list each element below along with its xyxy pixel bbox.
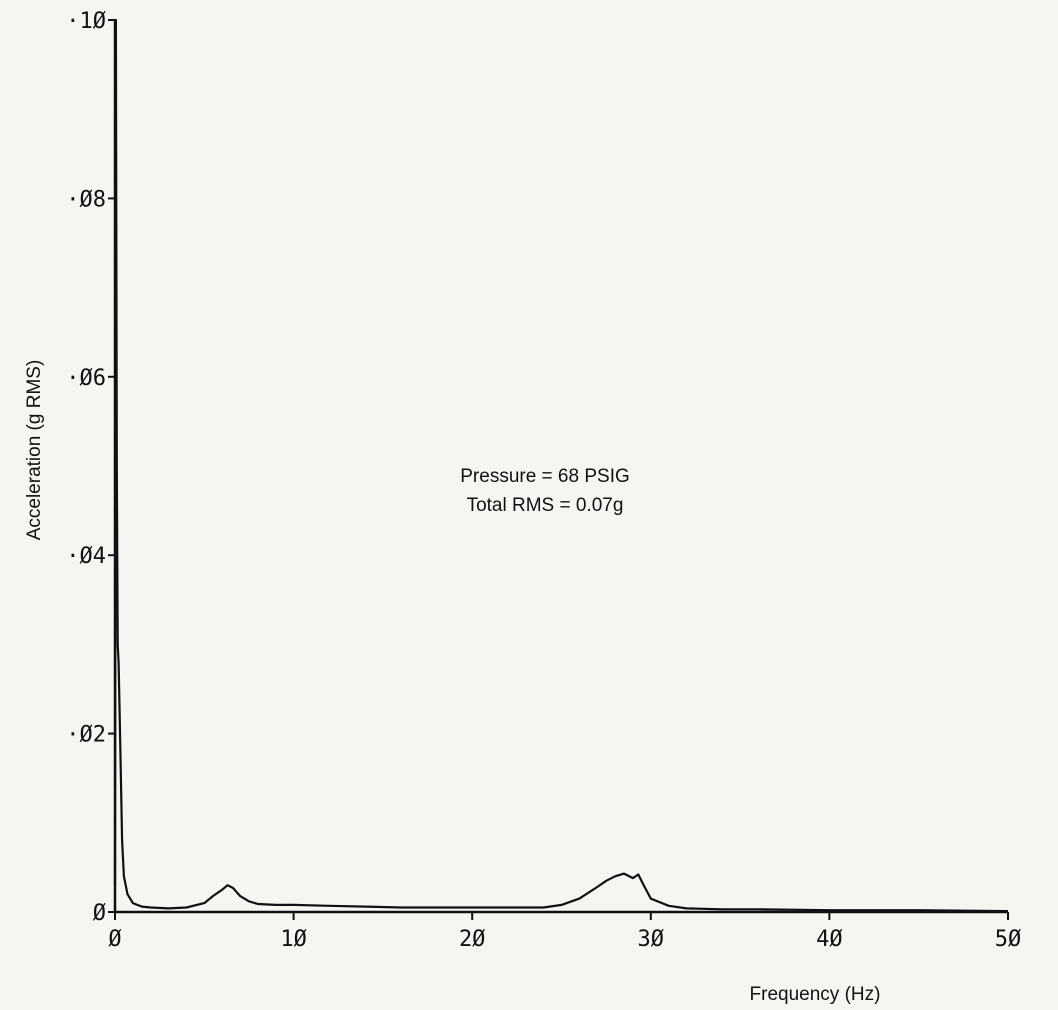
x-tick-label: 1Ø (280, 927, 307, 952)
y-tick-label: Ø (93, 901, 106, 926)
x-tick-label: 5Ø (995, 927, 1022, 952)
y-ticks: Ø ·Ø2 ·Ø4 ·Ø6 ·Ø8 ·1Ø (66, 9, 115, 926)
annotation-pressure: Pressure = 68 PSIG (460, 466, 630, 487)
x-tick-label: 4Ø (816, 927, 843, 952)
x-ticks: Ø 1Ø 2Ø 3Ø 4Ø 5Ø (108, 912, 1021, 952)
y-axis-title: Acceleration (g RMS) (24, 360, 45, 541)
x-tick-label: 2Ø (459, 927, 486, 952)
y-tick-label: ·Ø4 (66, 544, 106, 569)
y-tick-label: ·Ø2 (66, 723, 106, 748)
annotation-total-rms: Total RMS = 0.07g (467, 495, 624, 516)
x-axis-title: Frequency (Hz) (750, 984, 881, 1005)
spectrum-series-line (113, 18, 1009, 913)
series-layer (113, 18, 1009, 913)
y-tick-label: ·1Ø (66, 9, 106, 34)
y-tick-label: ·Ø8 (66, 187, 106, 212)
y-tick-label: ·Ø6 (66, 366, 106, 391)
x-tick-label: Ø (108, 927, 121, 952)
x-tick-label: 3Ø (638, 927, 665, 952)
